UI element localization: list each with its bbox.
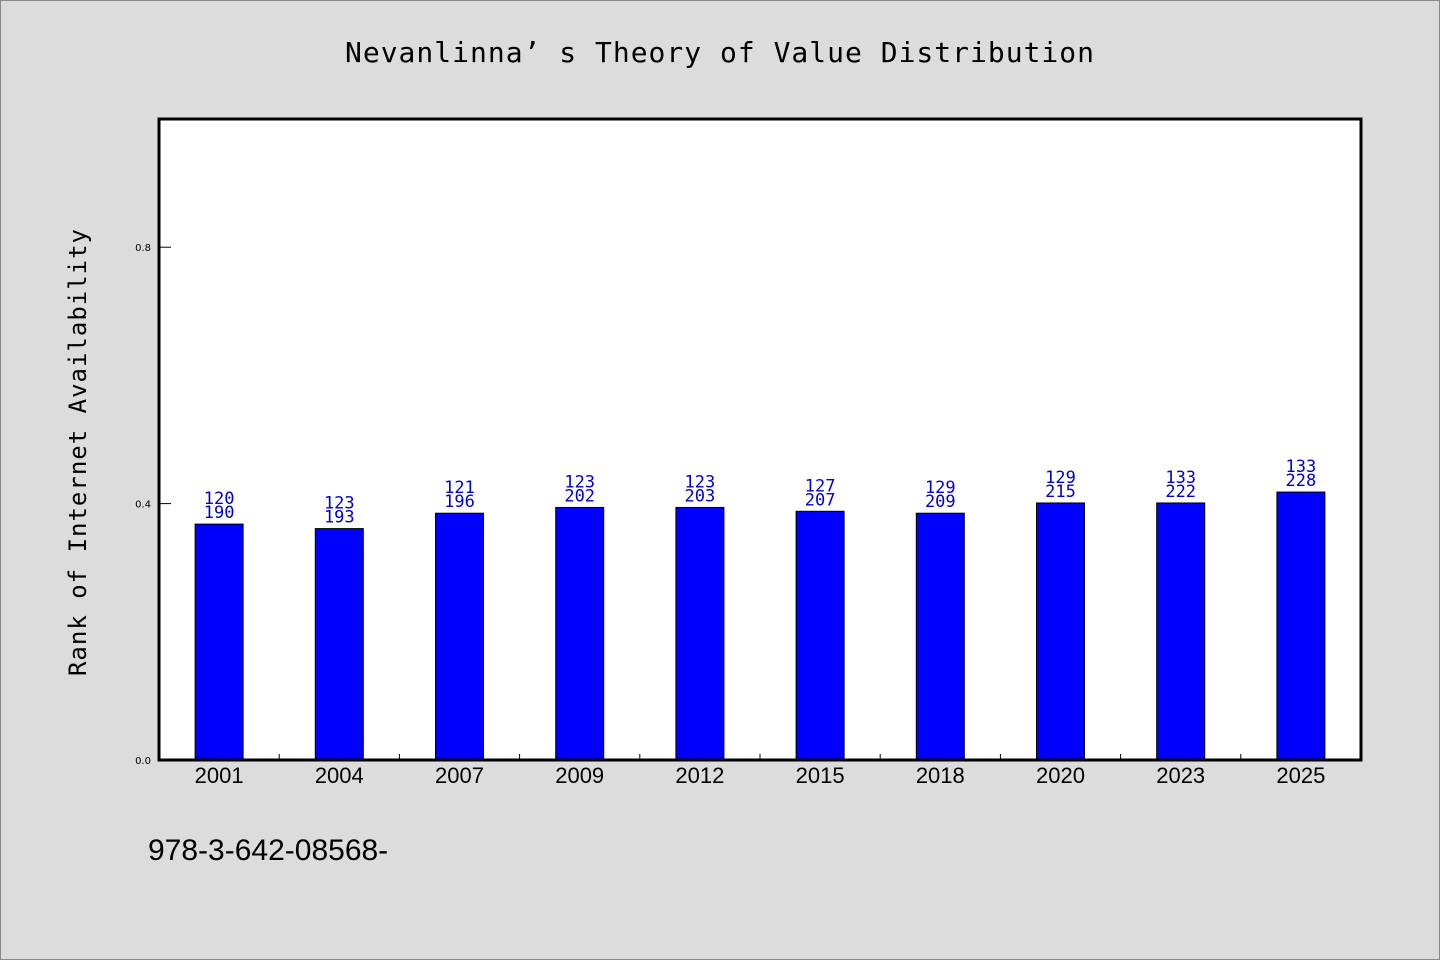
x-tick-label: 2009: [555, 763, 604, 788]
bar-value-label-top: 123: [685, 472, 716, 492]
bar-value-label-top: 121: [444, 478, 475, 498]
bar-value-label-bottom: 193: [324, 508, 355, 528]
x-tick-label: 2004: [315, 763, 364, 788]
x-tick-label: 2001: [195, 763, 244, 788]
bar-value-label-bottom: 228: [1286, 471, 1317, 491]
bar: [1276, 491, 1326, 761]
x-tick-label: 2023: [1156, 763, 1205, 788]
y-tick-label: 0.4: [135, 500, 151, 511]
bar: [1156, 502, 1206, 761]
bar-value-label-top: 123: [324, 494, 355, 514]
x-tick-label: 2015: [796, 763, 845, 788]
x-tick-label: 2018: [916, 763, 965, 788]
bar-value-label-top: 127: [805, 476, 836, 496]
y-tick-label: 0.8: [135, 243, 151, 254]
bar-value-label-top: 129: [1045, 468, 1076, 488]
x-tick-label: 2020: [1036, 763, 1085, 788]
bar-value-label-bottom: 190: [204, 503, 235, 523]
x-tick-label: 2012: [675, 763, 724, 788]
bar: [555, 506, 605, 761]
bar: [194, 523, 244, 761]
bar: [435, 512, 484, 761]
bar-value-label-top: 123: [564, 472, 595, 492]
bar: [915, 512, 965, 761]
bar-value-label-top: 120: [204, 489, 235, 509]
y-tick-label: 0.0: [135, 756, 151, 767]
plot-border: [157, 117, 1363, 762]
bar: [1036, 502, 1085, 761]
bar: [795, 510, 845, 761]
bar-value-label-top: 133: [1286, 457, 1317, 477]
bar-value-label-top: 133: [1165, 468, 1196, 488]
bar-value-label-bottom: 215: [1045, 482, 1076, 502]
bar-value-label-bottom: 203: [685, 486, 716, 506]
x-tick-label: 2025: [1276, 763, 1325, 788]
isbn-text: 978-3-642-08568-: [148, 834, 389, 867]
bar-value-label-top: 129: [925, 478, 956, 498]
bar-value-label-bottom: 202: [564, 486, 595, 506]
bar: [675, 506, 725, 761]
chart-title: Nevanlinna’ s Theory of Value Distributi…: [344, 36, 1095, 69]
bar-value-label-bottom: 222: [1165, 482, 1196, 502]
bar-value-label-bottom: 209: [925, 492, 956, 512]
bar: [314, 528, 364, 761]
x-tick-label: 2007: [435, 763, 484, 788]
bar-value-label-bottom: 196: [444, 492, 475, 512]
bar-value-label-bottom: 207: [805, 490, 836, 510]
